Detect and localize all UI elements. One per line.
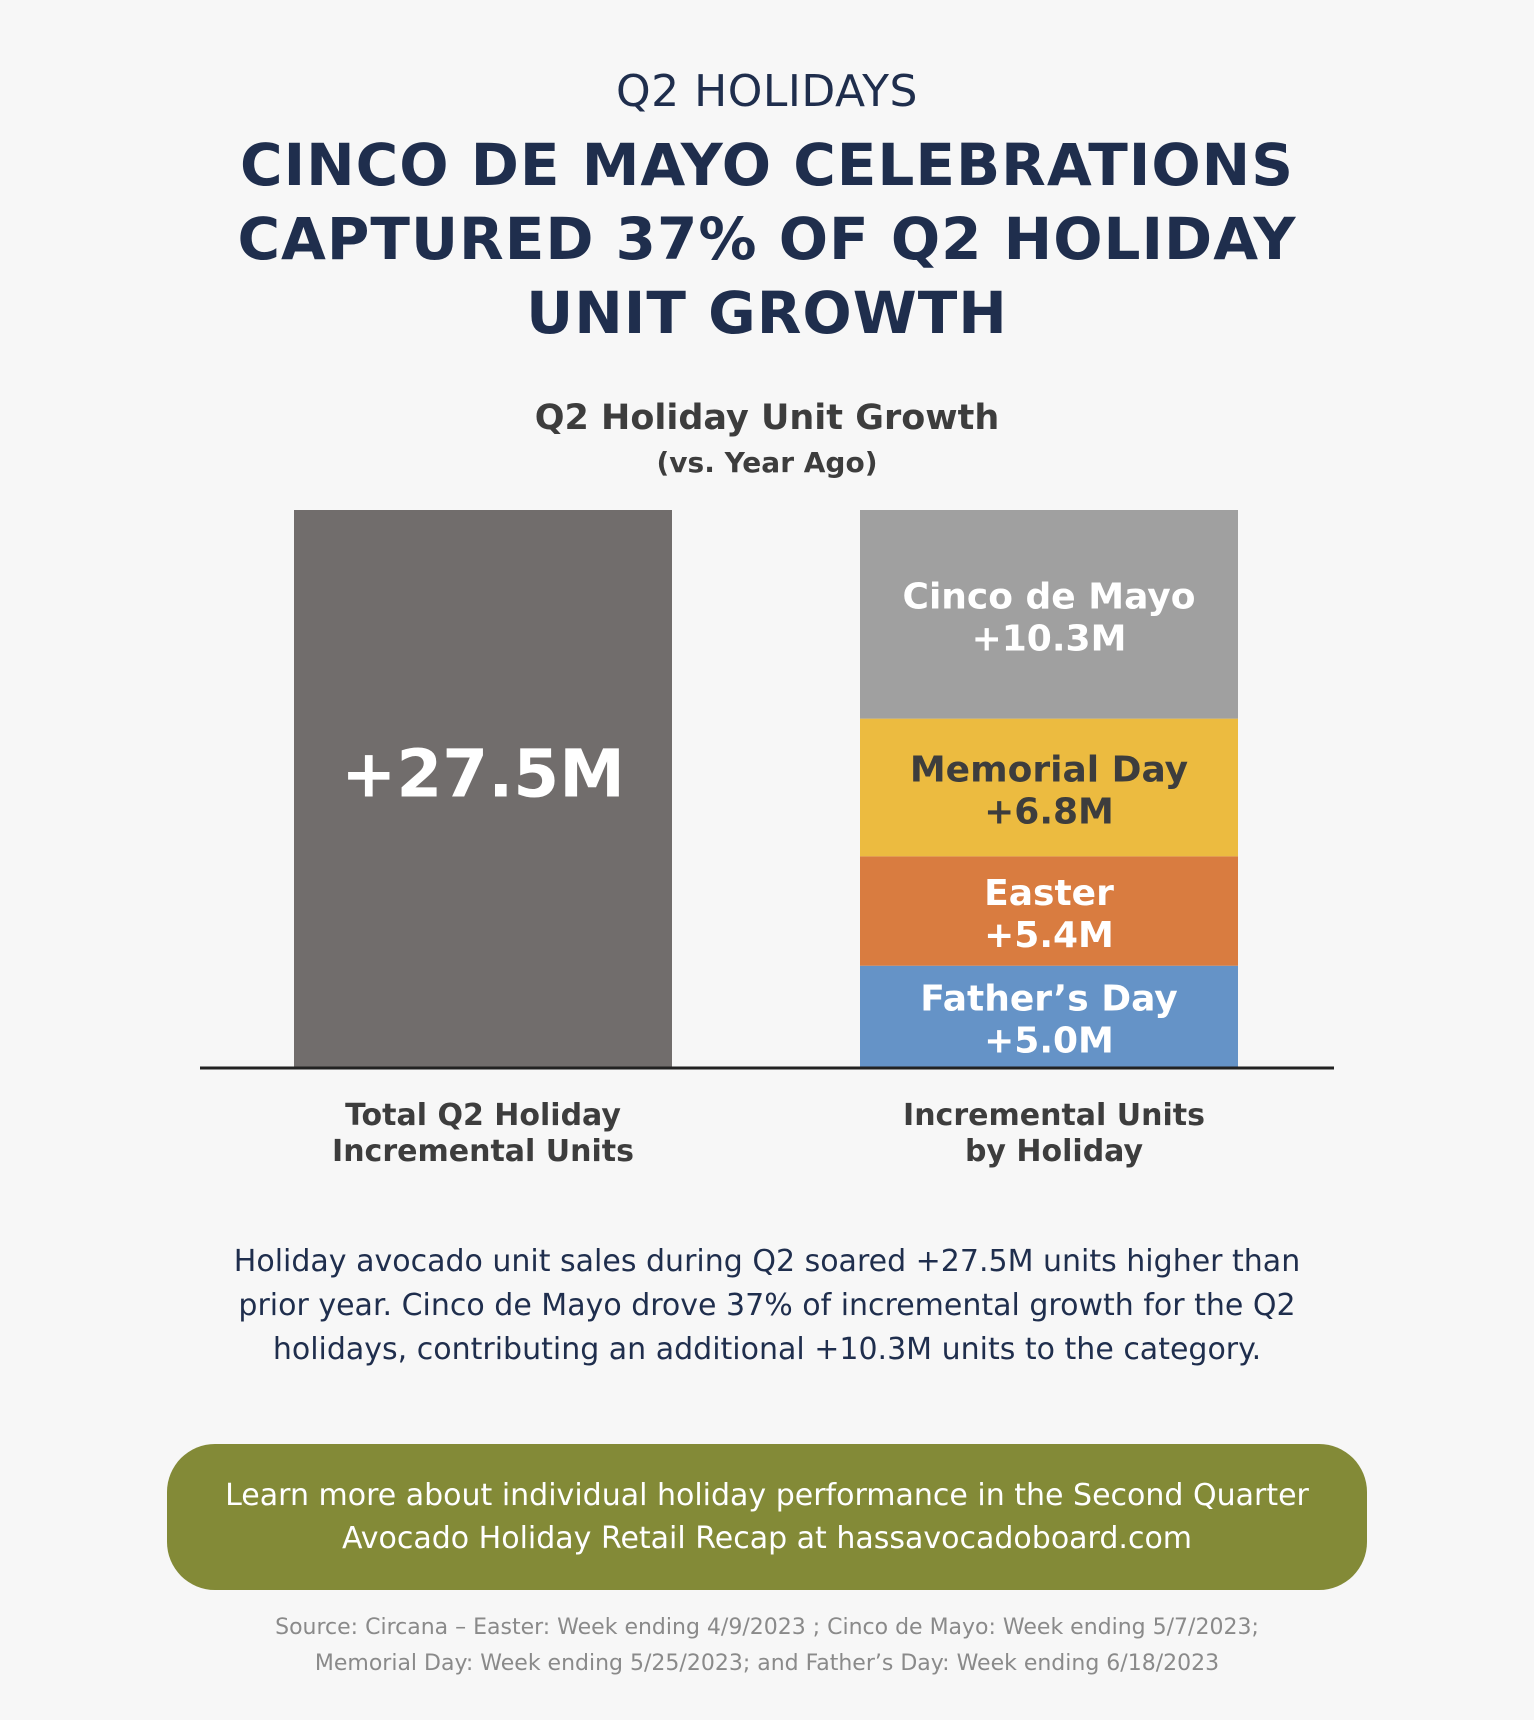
segment-name-memorial-day: Memorial Day [910, 749, 1188, 790]
bar-total-label: +27.5M [341, 736, 625, 813]
source-line-2: Memorial Day: Week ending 5/25/2023; and… [314, 1651, 1220, 1676]
segment-value-cinco-de-mayo: +10.3M [972, 618, 1127, 659]
segment-name-easter: Easter [984, 873, 1114, 914]
category-label-total: Total Q2 Holiday Incremental Units [332, 1098, 634, 1169]
bar-segment-cinco-de-mayo [860, 510, 1238, 719]
segment-name-father-s-day: Father’s Day [920, 978, 1177, 1019]
segment-value-easter: +5.4M [984, 915, 1114, 956]
eyebrow-title: Q2 HOLIDAYS [616, 66, 918, 117]
category-label-by-holiday: Incremental Units by Holiday [903, 1098, 1205, 1169]
learn-more-text: Learn more about individual holiday perf… [225, 1478, 1309, 1556]
unit-growth-chart: +27.5M Father’s Day+5.0M Easter+5.4M Memori… [200, 510, 1334, 1070]
segment-name-cinco-de-mayo: Cinco de Mayo [903, 576, 1196, 617]
source-line-1: Source: Circana – Easter: Week ending 4/… [275, 1615, 1259, 1640]
headline: CINCO DE MAYO CELEBRATIONS CAPTURED 37% … [237, 131, 1297, 347]
chart-subtitle: (vs. Year Ago) [656, 446, 878, 479]
bar-total [294, 510, 672, 1067]
source-note: Source: Circana – Easter: Week ending 4/… [160, 1610, 1374, 1682]
bar-segment-easter [860, 856, 1238, 966]
learn-more-banner[interactable]: Learn more about individual holiday perf… [167, 1444, 1367, 1590]
bar-segment-father-s-day [860, 965, 1238, 1067]
bar-segment-memorial-day [860, 718, 1238, 857]
segment-value-memorial-day: +6.8M [984, 791, 1114, 832]
summary-paragraph: Holiday avocado unit sales during Q2 soa… [233, 1244, 1301, 1367]
chart-title: Q2 Holiday Unit Growth [534, 398, 1000, 438]
segment-value-father-s-day: +5.0M [984, 1020, 1114, 1061]
